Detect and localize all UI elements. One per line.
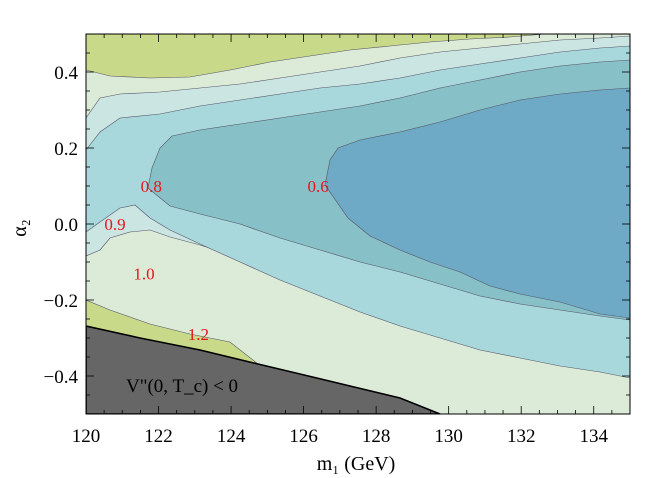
x-axis-title: m₁ (GeV) — [317, 453, 396, 475]
y-tick-label: −0.2 — [44, 291, 78, 312]
contour-label: 0.9 — [104, 215, 125, 234]
x-tick-label: 130 — [434, 426, 463, 447]
x-tick-label: 132 — [507, 426, 536, 447]
y-tick-label: 0.0 — [54, 215, 78, 236]
y-axis: −0.4 −0.2 0.0 0.2 0.4 — [44, 33, 630, 415]
contour-label: 1.2 — [188, 325, 209, 344]
y-tick-label: 0.4 — [54, 63, 78, 84]
contour-label: 1.0 — [133, 264, 154, 283]
contour-fills — [86, 34, 630, 414]
y-tick-label: −0.4 — [44, 367, 79, 388]
region-lowest — [324, 87, 630, 319]
region-top-green — [86, 34, 546, 79]
x-tick-label: 124 — [217, 426, 246, 447]
y-axis-title: α₂ — [9, 219, 31, 236]
x-tick-label: 120 — [72, 426, 101, 447]
contour-label: 0.6 — [307, 177, 328, 196]
x-tick-label: 128 — [362, 426, 391, 447]
x-tick-label: 126 — [289, 426, 318, 447]
y-tick-label: 0.2 — [54, 139, 78, 160]
contour-label: 0.8 — [141, 177, 162, 196]
excluded-region-label: V"(0, T_c) < 0 — [126, 376, 238, 397]
x-axis: 120 122 124 126 128 130 132 134 — [72, 34, 631, 447]
x-tick-label: 134 — [579, 426, 608, 447]
x-tick-label: 122 — [144, 426, 173, 447]
contour-labels: 0.6 0.8 0.9 1.0 1.2 — [104, 177, 328, 344]
region-excluded — [86, 325, 441, 414]
